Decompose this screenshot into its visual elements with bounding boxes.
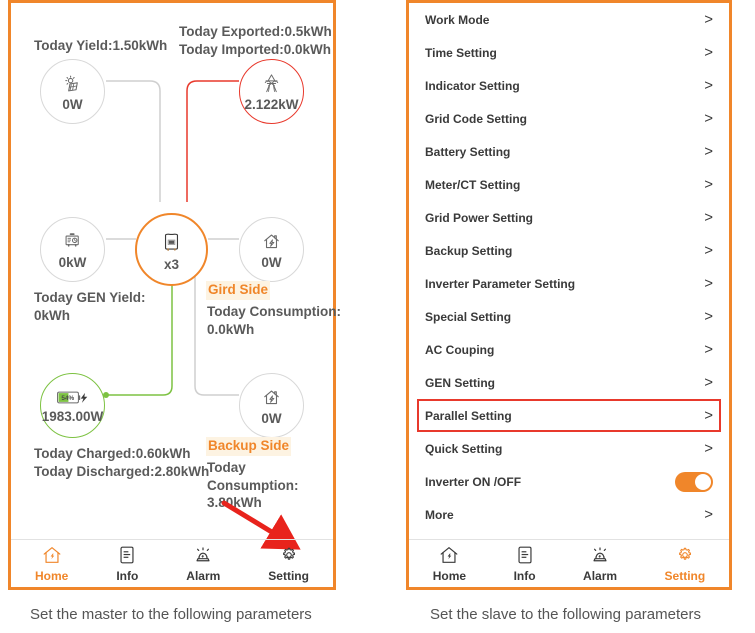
svg-text:54%: 54% [61, 395, 74, 402]
